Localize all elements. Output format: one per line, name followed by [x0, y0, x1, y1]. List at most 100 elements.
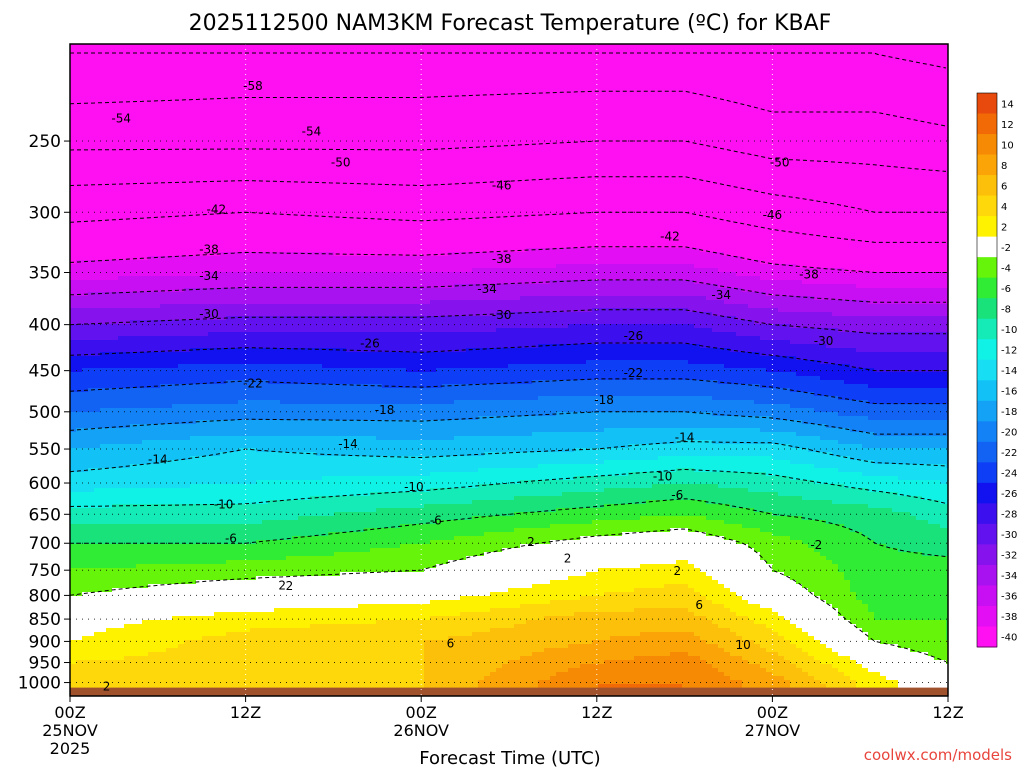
temperature-cell — [106, 668, 113, 673]
temperature-cell — [100, 460, 107, 465]
temperature-cell — [172, 580, 179, 585]
temperature-cell — [112, 200, 119, 205]
temperature-cell — [118, 228, 125, 233]
temperature-cell — [184, 192, 191, 197]
temperature-cell — [142, 240, 149, 245]
temperature-cell — [112, 136, 119, 141]
temperature-cell — [202, 456, 209, 461]
temperature-cell — [124, 664, 131, 669]
temperature-cell — [178, 320, 185, 325]
temperature-cell — [172, 116, 179, 121]
temperature-cell — [94, 164, 101, 169]
temperature-cell — [100, 616, 107, 621]
temperature-cell — [190, 308, 197, 313]
temperature-cell — [106, 284, 113, 289]
temperature-cell — [160, 424, 167, 429]
temperature-cell — [250, 416, 257, 421]
temperature-cell — [160, 632, 167, 637]
temperature-cell — [112, 284, 119, 289]
temperature-cell — [100, 584, 107, 589]
temperature-cell — [172, 332, 179, 337]
temperature-cell — [142, 180, 149, 185]
temperature-cell — [70, 368, 77, 373]
temperature-cell — [82, 600, 89, 605]
temperature-cell — [160, 592, 167, 597]
temperature-cell — [70, 364, 77, 369]
temperature-cell — [232, 44, 239, 49]
temperature-cell — [76, 212, 83, 217]
temperature-cell — [136, 600, 143, 605]
temperature-cell — [70, 120, 77, 125]
temperature-cell — [220, 428, 227, 433]
temperature-cell — [214, 556, 221, 561]
temperature-cell — [208, 168, 215, 173]
temperature-cell — [166, 412, 173, 417]
temperature-cell — [136, 488, 143, 493]
temperature-cell — [142, 544, 149, 549]
temperature-cell — [94, 272, 101, 277]
temperature-cell — [178, 596, 185, 601]
temperature-cell — [172, 588, 179, 593]
temperature-cell — [166, 428, 173, 433]
temperature-cell — [208, 152, 215, 157]
temperature-cell — [184, 556, 191, 561]
temperature-cell — [220, 372, 227, 377]
temperature-cell — [178, 128, 185, 133]
temperature-cell — [106, 584, 113, 589]
temperature-cell — [160, 480, 167, 485]
temperature-cell — [154, 504, 161, 509]
temperature-cell — [166, 620, 173, 625]
temperature-cell — [76, 624, 83, 629]
temperature-cell — [76, 284, 83, 289]
temperature-cell — [208, 348, 215, 353]
temperature-cell — [238, 644, 245, 649]
temperature-cell — [88, 636, 95, 641]
temperature-cell — [76, 228, 83, 233]
temperature-cell — [220, 664, 227, 669]
temperature-cell — [190, 60, 197, 65]
temperature-cell — [148, 576, 155, 581]
temperature-cell — [148, 164, 155, 169]
temperature-cell — [118, 88, 125, 93]
temperature-cell — [226, 120, 233, 125]
temperature-cell — [154, 356, 161, 361]
temperature-cell — [76, 56, 83, 61]
temperature-cell — [100, 260, 107, 265]
temperature-cell — [244, 288, 251, 293]
temperature-cell — [70, 524, 77, 529]
temperature-cell — [76, 548, 83, 553]
temperature-cell — [106, 168, 113, 173]
temperature-cell — [208, 232, 215, 237]
temperature-cell — [250, 244, 257, 249]
temperature-cell — [202, 352, 209, 357]
temperature-cell — [76, 384, 83, 389]
temperature-cell — [118, 404, 125, 409]
temperature-cell — [190, 108, 197, 113]
temperature-cell — [124, 376, 131, 381]
temperature-cell — [118, 80, 125, 85]
temperature-cell — [118, 368, 125, 373]
temperature-cell — [76, 132, 83, 137]
temperature-cell — [184, 112, 191, 117]
temperature-cell — [232, 468, 239, 473]
temperature-cell — [166, 376, 173, 381]
temperature-cell — [166, 584, 173, 589]
temperature-cell — [208, 244, 215, 249]
temperature-cell — [82, 92, 89, 97]
temperature-cell — [70, 360, 77, 365]
temperature-cell — [124, 196, 131, 201]
temperature-cell — [100, 224, 107, 229]
temperature-cell — [238, 520, 245, 525]
temperature-cell — [118, 176, 125, 181]
temperature-cell — [232, 544, 239, 549]
temperature-cell — [202, 64, 209, 69]
temperature-cell — [220, 248, 227, 253]
temperature-cell — [232, 256, 239, 261]
temperature-cell — [106, 404, 113, 409]
temperature-cell — [202, 320, 209, 325]
temperature-cell — [88, 356, 95, 361]
temperature-cell — [82, 56, 89, 61]
temperature-cell — [82, 436, 89, 441]
temperature-cell — [166, 572, 173, 577]
temperature-cell — [214, 376, 221, 381]
